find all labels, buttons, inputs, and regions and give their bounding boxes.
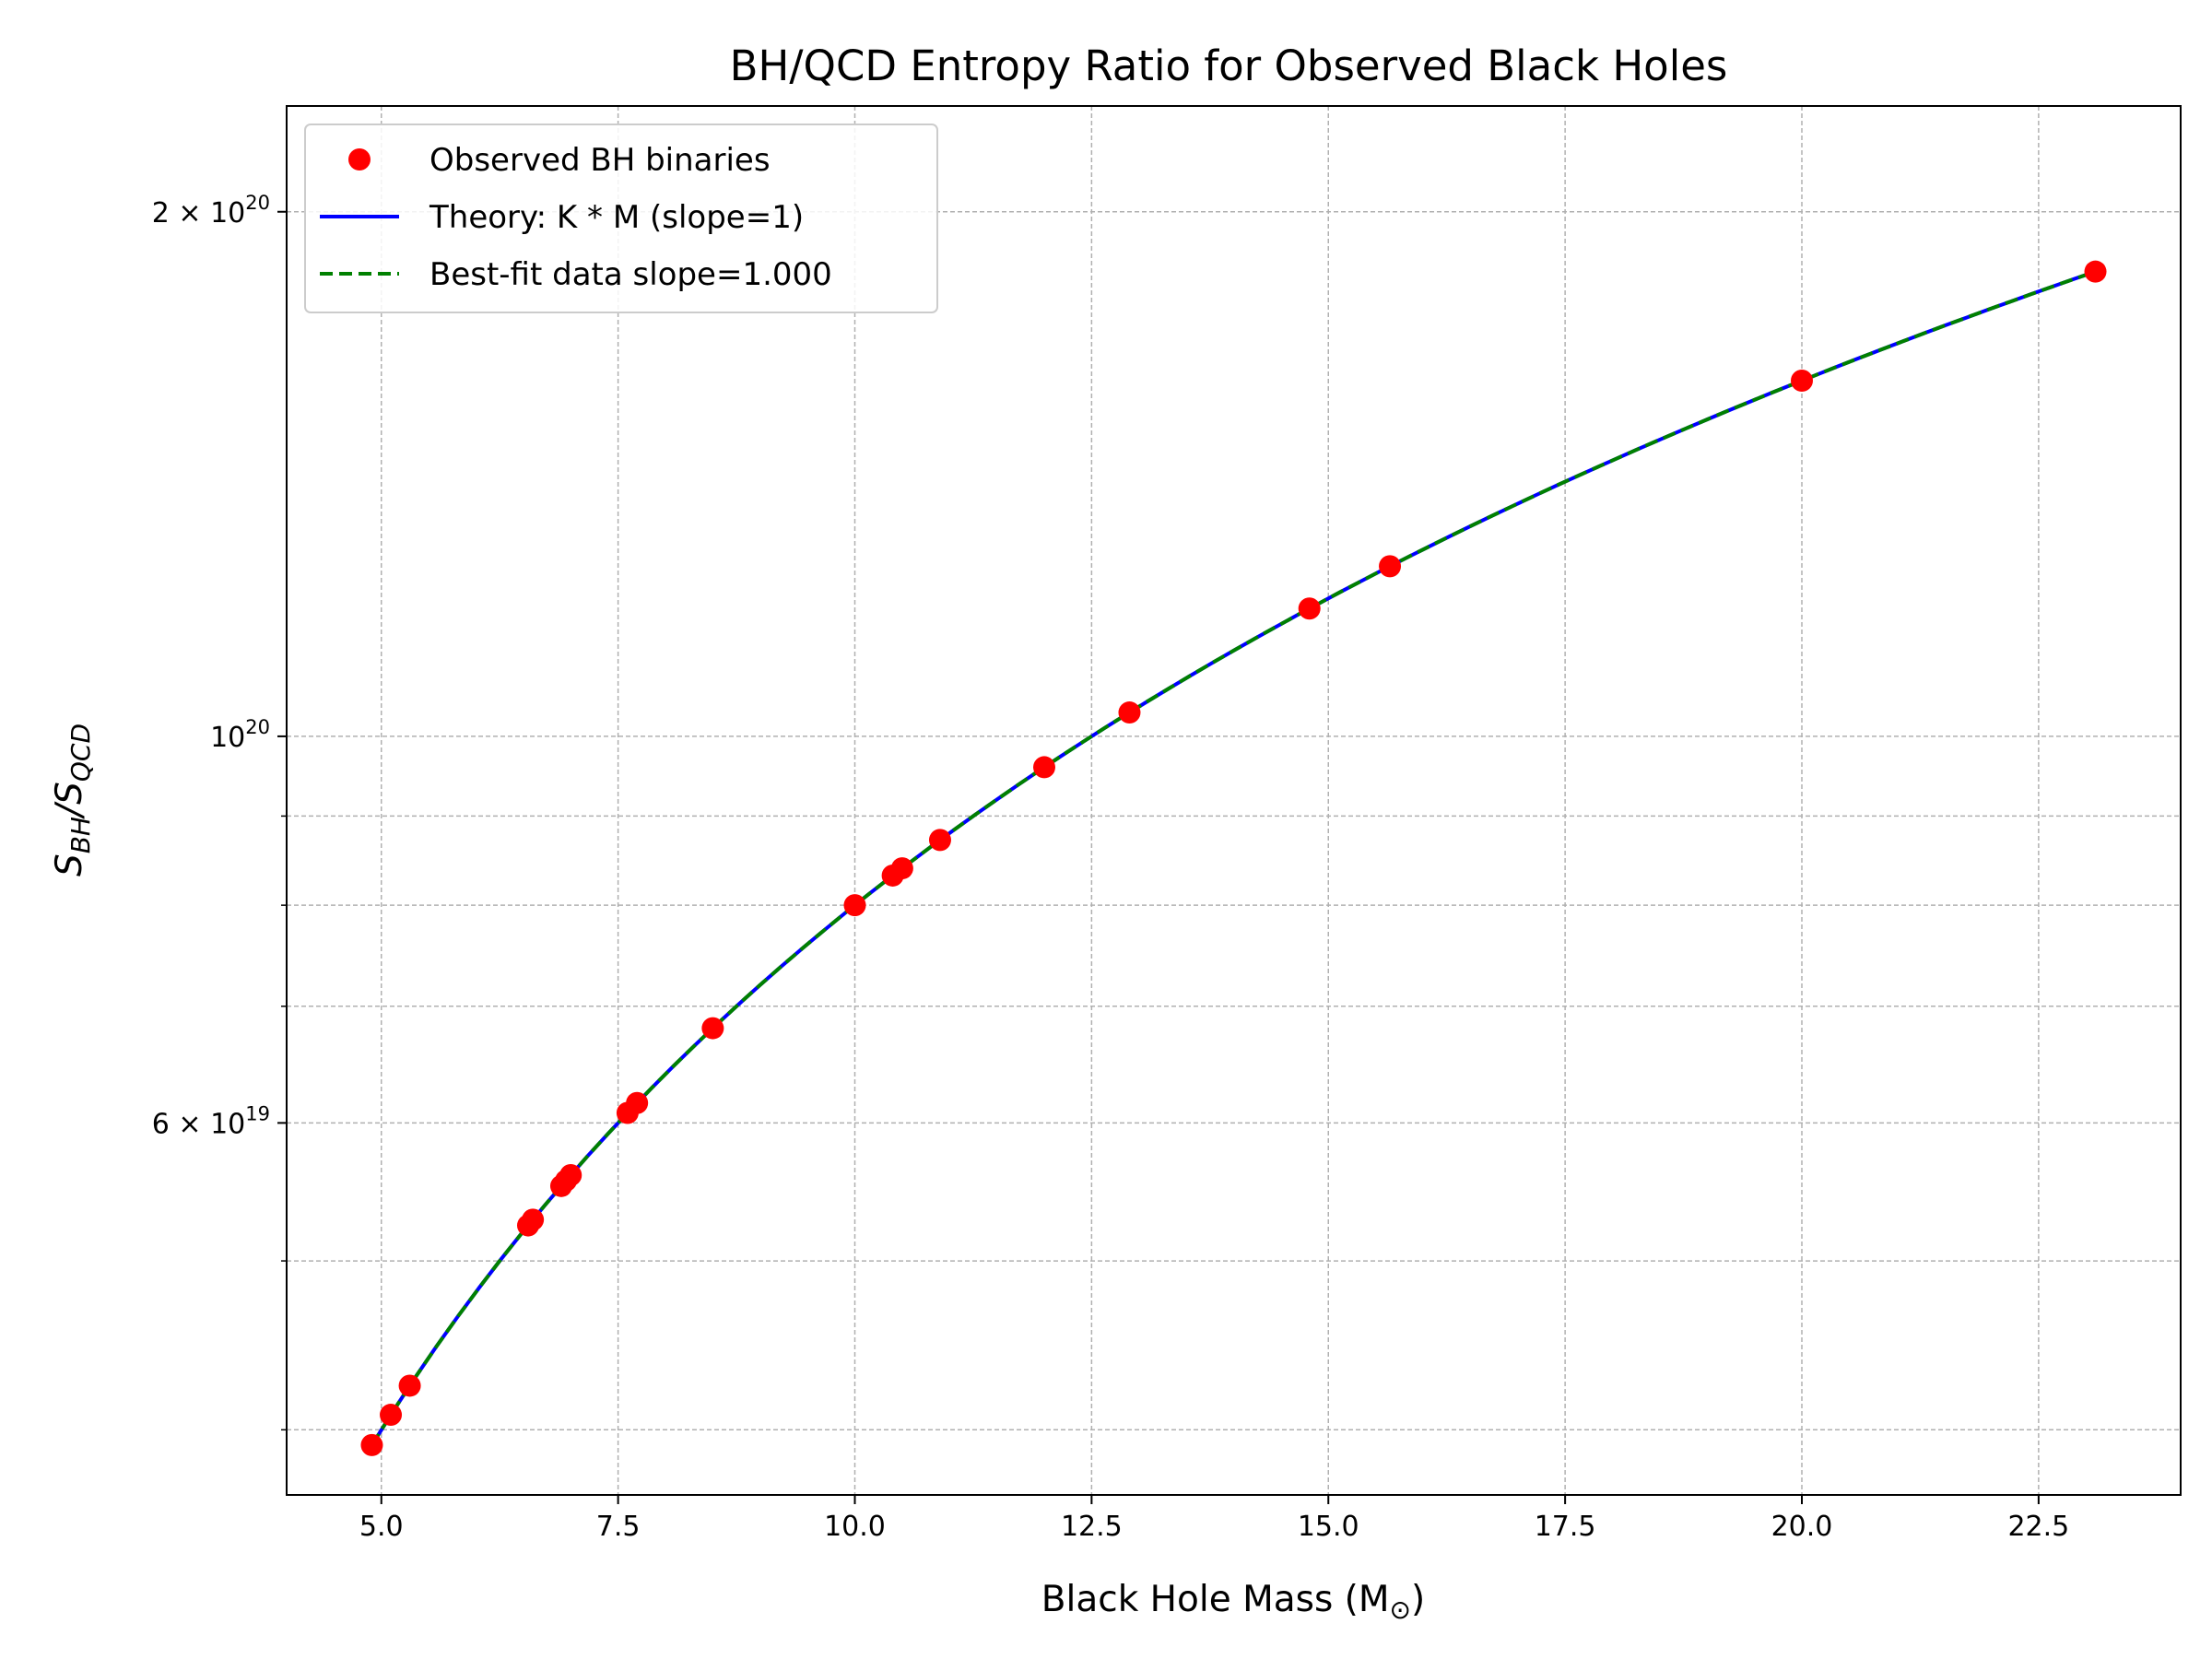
legend-label-observed: Observed BH binaries bbox=[429, 142, 771, 179]
data-point bbox=[701, 1017, 724, 1040]
data-point bbox=[928, 829, 951, 852]
data-point bbox=[1033, 756, 1055, 779]
data-point bbox=[626, 1091, 649, 1114]
y-axis-label-sub1: BH bbox=[65, 817, 96, 853]
data-point bbox=[398, 1374, 421, 1397]
x-tick-label: 5.0 bbox=[359, 1511, 404, 1543]
x-axis-label: Black Hole Mass (M⊙) bbox=[1041, 1579, 1425, 1625]
y-tick-label: 2 × 1020 bbox=[152, 192, 270, 229]
x-axis-label-main: Black Hole Mass (M bbox=[1041, 1579, 1390, 1620]
grid bbox=[287, 106, 2181, 1495]
chart-title: BH/QCD Entropy Ratio for Observed Black … bbox=[730, 41, 1728, 90]
x-tick-label: 15.0 bbox=[1298, 1511, 1359, 1543]
data-point bbox=[559, 1164, 582, 1187]
data-point bbox=[1379, 555, 1402, 578]
plot-data bbox=[360, 260, 2107, 1456]
data-point bbox=[360, 1433, 383, 1456]
plot-frame bbox=[286, 105, 2182, 1496]
x-tick-label: 17.5 bbox=[1535, 1511, 1596, 1543]
data-point bbox=[2084, 260, 2107, 283]
y-axis-label-s1: S bbox=[49, 853, 90, 877]
data-point bbox=[380, 1404, 403, 1427]
data-point bbox=[1298, 597, 1321, 620]
legend-marker-observed bbox=[348, 148, 371, 171]
y-tick-label: 1020 bbox=[210, 716, 270, 754]
axis-ticks: 5.0 7.5 10.0 12.5 15.0 17.5 20.0 22.5 1020 2 × 10… bbox=[152, 192, 2069, 1543]
y-axis-label-sub2: QCD bbox=[65, 724, 96, 782]
x-axis-label-sub: ⊙ bbox=[1390, 1594, 1411, 1625]
data-point bbox=[1118, 701, 1141, 724]
legend: Observed BH binaries Theory: K * M (slop… bbox=[304, 124, 938, 313]
y-axis-label-slash: /S bbox=[49, 782, 90, 819]
legend-label-bestfit: Best-fit data slope=1.000 bbox=[429, 256, 832, 293]
y-tick-label: 6 × 1019 bbox=[152, 1102, 270, 1140]
x-tick-label: 7.5 bbox=[596, 1511, 641, 1543]
data-point bbox=[522, 1208, 545, 1231]
x-tick-label: 10.0 bbox=[824, 1511, 886, 1543]
x-tick-label: 20.0 bbox=[1771, 1511, 1833, 1543]
x-tick-label: 12.5 bbox=[1061, 1511, 1123, 1543]
y-axis-label: SBH/SQCD bbox=[49, 724, 96, 877]
data-point bbox=[1791, 369, 1813, 392]
x-axis-label-close: ) bbox=[1411, 1579, 1425, 1620]
data-point bbox=[843, 894, 866, 917]
legend-box bbox=[304, 124, 938, 313]
data-point bbox=[890, 857, 913, 880]
legend-label-theory: Theory: K * M (slope=1) bbox=[429, 199, 804, 236]
x-tick-label: 22.5 bbox=[2007, 1511, 2069, 1543]
